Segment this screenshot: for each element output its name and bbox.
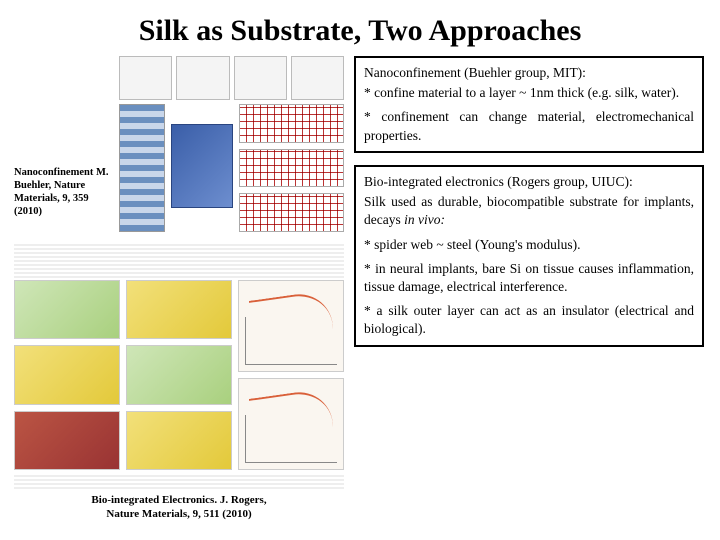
text-italic: in vivo: [404,212,445,227]
figure-caption-placeholder [14,473,344,489]
textbox-bullet: * a silk outer layer can act as an insul… [364,302,694,338]
figure-panel [126,280,232,339]
textbox-nanoconfinement: Nanoconfinement (Buehler group, MIT): * … [354,56,704,153]
figure-bioelectronics [14,280,344,470]
textbox-bioelectronics: Bio-integrated electronics (Rogers group… [354,165,704,347]
figure-panel [171,124,233,208]
textbox-line: Silk used as durable, biocompatible subs… [364,193,694,229]
figure-panel [14,411,120,470]
page-title: Silk as Substrate, Two Approaches [0,0,720,56]
figure-panel [238,378,344,470]
citation-bioelectronics: Bio-integrated Electronics. J. Rogers, N… [14,493,344,522]
figure-caption-placeholder [14,242,344,278]
citation-line: Bio-integrated Electronics. J. Rogers, [91,494,266,506]
text-column: Nanoconfinement (Buehler group, MIT): * … [354,56,704,522]
figure-panel [126,345,232,404]
figure-panel [14,280,120,339]
figure-nanoconfinement [119,56,344,236]
figure-panel [119,104,165,232]
figure-panel [14,345,120,404]
citation-line: Nature Materials, 9, 511 (2010) [106,508,251,520]
figure-panel [291,56,344,100]
figure-panel [239,149,344,188]
figure-panel [126,411,232,470]
figure-panel [119,56,172,100]
textbox-bullet: * spider web ~ steel (Young's modulus). [364,236,694,254]
textbox-bullet: * confinement can change material, elect… [364,108,694,144]
figure-panel [239,193,344,232]
textbox-heading: Bio-integrated electronics (Rogers group… [364,173,694,191]
figure-panel [238,280,344,372]
citation-nanoconfinement: Nanoconfinement M. Buehler, Nature Mater… [14,166,116,219]
figures-column: Nanoconfinement M. Buehler, Nature Mater… [14,56,344,522]
textbox-bullet: * in neural implants, bare Si on tissue … [364,260,694,296]
textbox-bullet: * confine material to a layer ~ 1nm thic… [364,84,694,102]
figure-panel [239,104,344,143]
content-area: Nanoconfinement M. Buehler, Nature Mater… [0,56,720,522]
textbox-heading: Nanoconfinement (Buehler group, MIT): [364,64,694,82]
figure-panel [234,56,287,100]
figure-panel [176,56,229,100]
